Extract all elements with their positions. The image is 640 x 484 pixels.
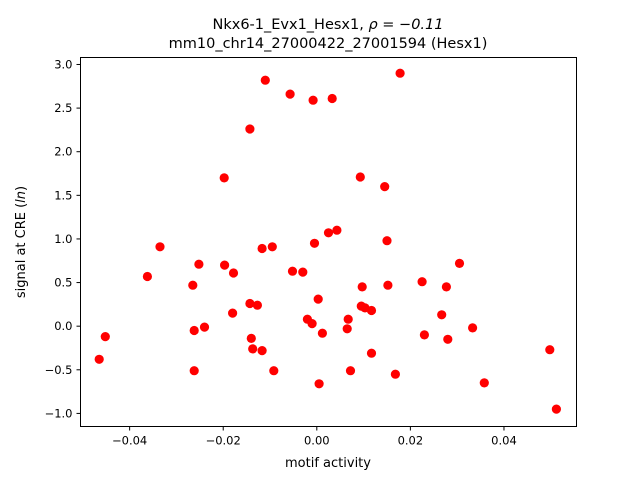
data-point-1 [100,332,110,342]
data-point-51 [419,330,429,340]
plot-frame [80,57,577,427]
data-point-50 [417,277,427,287]
y-tick-label-0: −1.0 [45,406,73,420]
data-point-11 [228,308,238,318]
y-tick-label-5: 1.5 [54,188,72,202]
data-point-16 [248,344,258,354]
data-point-48 [390,369,400,379]
data-point-23 [285,89,295,99]
data-point-55 [454,258,465,268]
x-tick-label-3: 0.02 [398,434,424,448]
points-layer [94,68,562,414]
data-point-13 [245,124,255,134]
data-point-44 [366,348,377,358]
y-tick-label-1: −0.5 [45,363,73,377]
y-tick-label-6: 2.0 [54,145,72,159]
x-tick-label-1: −0.02 [206,434,241,448]
data-point-37 [343,314,353,324]
data-point-31 [314,379,324,389]
data-point-45 [380,182,390,192]
data-point-0 [94,354,104,364]
data-point-36 [342,324,352,334]
data-point-46 [382,236,392,246]
data-point-17 [252,300,262,310]
data-point-49 [395,68,405,78]
data-point-4 [188,280,198,290]
data-point-39 [355,172,365,182]
data-point-5 [189,325,199,336]
data-point-43 [366,305,377,316]
data-point-22 [269,366,279,376]
data-point-38 [345,366,356,376]
data-point-57 [479,378,489,388]
data-point-3 [155,242,165,252]
data-point-56 [468,323,478,333]
y-tick-label-2: 0.0 [54,319,72,333]
y-tick-label-4: 1.0 [54,232,72,246]
data-point-21 [267,242,277,252]
data-point-24 [287,266,298,276]
y-tick-label-3: 0.5 [54,276,72,290]
data-point-29 [309,238,320,248]
x-tick-label-2: 0.00 [304,434,330,448]
y-axis: −1.0 −0.5 0.0 0.5 1.0 1.5 2.0 2.5 3.0 [45,57,81,420]
data-point-59 [551,404,562,414]
data-point-12 [228,268,239,278]
data-point-10 [220,260,230,270]
data-point-33 [323,228,334,238]
data-point-54 [443,334,453,344]
data-point-53 [441,282,451,292]
data-point-35 [332,225,342,235]
data-point-18 [257,243,267,254]
data-point-7 [194,259,204,269]
data-point-41 [357,282,367,292]
data-point-2 [142,271,152,282]
data-point-47 [383,280,393,290]
data-point-27 [307,319,317,329]
data-point-28 [308,95,318,105]
data-point-32 [317,328,327,338]
data-point-52 [437,310,447,320]
data-point-30 [313,294,323,304]
x-tick-label-0: −0.04 [112,434,147,448]
data-point-19 [257,346,267,356]
y-tick-label-8: 3.0 [54,57,72,71]
data-point-14 [245,298,255,309]
y-axis-label: signal at CRE (ln) [14,186,29,298]
x-tick-label-4: 0.04 [491,434,517,448]
data-point-8 [199,322,210,332]
data-point-25 [298,267,308,277]
data-point-6 [189,366,199,376]
data-point-34 [327,93,337,104]
data-point-15 [246,333,256,343]
x-axis: −0.04 −0.02 0.00 0.02 0.04 [112,426,517,448]
data-point-20 [260,75,270,85]
data-point-9 [219,173,229,183]
y-tick-label-7: 2.5 [54,101,72,115]
x-axis-label: motif activity [285,456,371,471]
chart-title-line1: Nkx6-1_Evx1_Hesx1, ρ = −0.11 [213,17,444,33]
data-point-58 [545,345,555,355]
chart-title-line2: mm10_chr14_27000422_27001594 (Hesx1) [169,36,488,52]
